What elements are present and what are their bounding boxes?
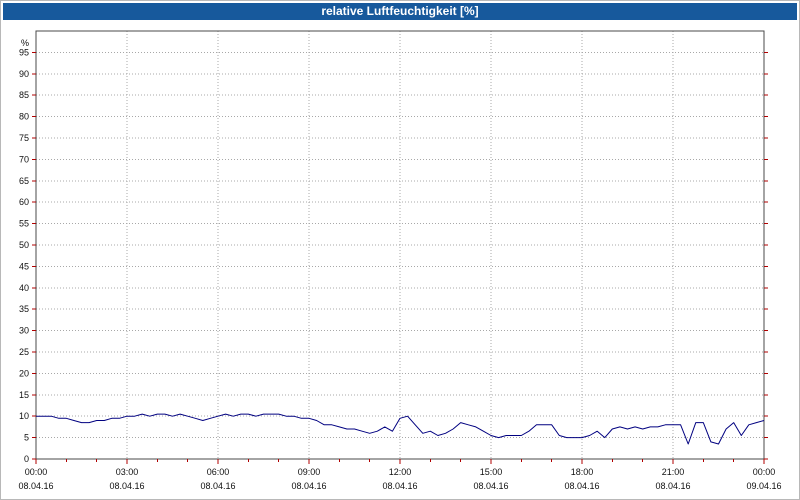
x-axis-time-label: 00:00 [753,467,776,477]
x-axis-date-label: 09.04.16 [746,481,781,491]
x-axis-date-label: 08.04.16 [109,481,144,491]
y-axis-tick-label: 0 [24,454,29,464]
y-axis-tick-label: 15 [19,390,29,400]
x-axis-time-label: 03:00 [116,467,139,477]
x-axis-date-label: 08.04.16 [564,481,599,491]
x-axis-time-label: 06:00 [207,467,230,477]
y-axis-tick-label: 20 [19,368,29,378]
y-axis-tick-label: 80 [19,112,29,122]
x-axis-date-label: 08.04.16 [382,481,417,491]
humidity-series-line [36,413,765,445]
y-axis-tick-label: 45 [19,261,29,271]
y-axis-tick-label: 95 [19,47,29,57]
x-axis-date-label: 08.04.16 [200,481,235,491]
chart-title: relative Luftfeuchtigkeit [%] [321,4,479,18]
x-axis-time-label: 15:00 [480,467,503,477]
x-axis-time-label: 21:00 [662,467,685,477]
y-axis-tick-label: 75 [19,133,29,143]
y-axis-tick-label: 40 [19,283,29,293]
x-axis-time-label: 00:00 [25,467,48,477]
y-axis-tick-label: 35 [19,304,29,314]
y-axis-tick-label: 60 [19,197,29,207]
y-axis-tick-label: 55 [19,219,29,229]
x-axis-date-label: 08.04.16 [291,481,326,491]
x-axis-date-label: 08.04.16 [473,481,508,491]
x-axis-time-label: 12:00 [389,467,412,477]
y-axis-tick-label: 30 [19,326,29,336]
x-axis-date-label: 08.04.16 [18,481,53,491]
y-axis-tick-label: 10 [19,411,29,421]
y-axis-tick-label: 90 [19,69,29,79]
y-axis-tick-label: 25 [19,347,29,357]
y-axis-tick-label: 65 [19,176,29,186]
x-axis-time-label: 09:00 [298,467,321,477]
y-axis-tick-label: 85 [19,90,29,100]
x-axis-date-label: 08.04.16 [655,481,690,491]
y-axis-tick-label: 50 [19,240,29,250]
chart-title-bar: relative Luftfeuchtigkeit [%] [3,3,797,20]
x-axis-time-label: 18:00 [571,467,594,477]
y-axis-tick-label: 70 [19,154,29,164]
y-axis-unit-label: % [21,38,29,48]
y-axis-tick-label: 5 [24,433,29,443]
